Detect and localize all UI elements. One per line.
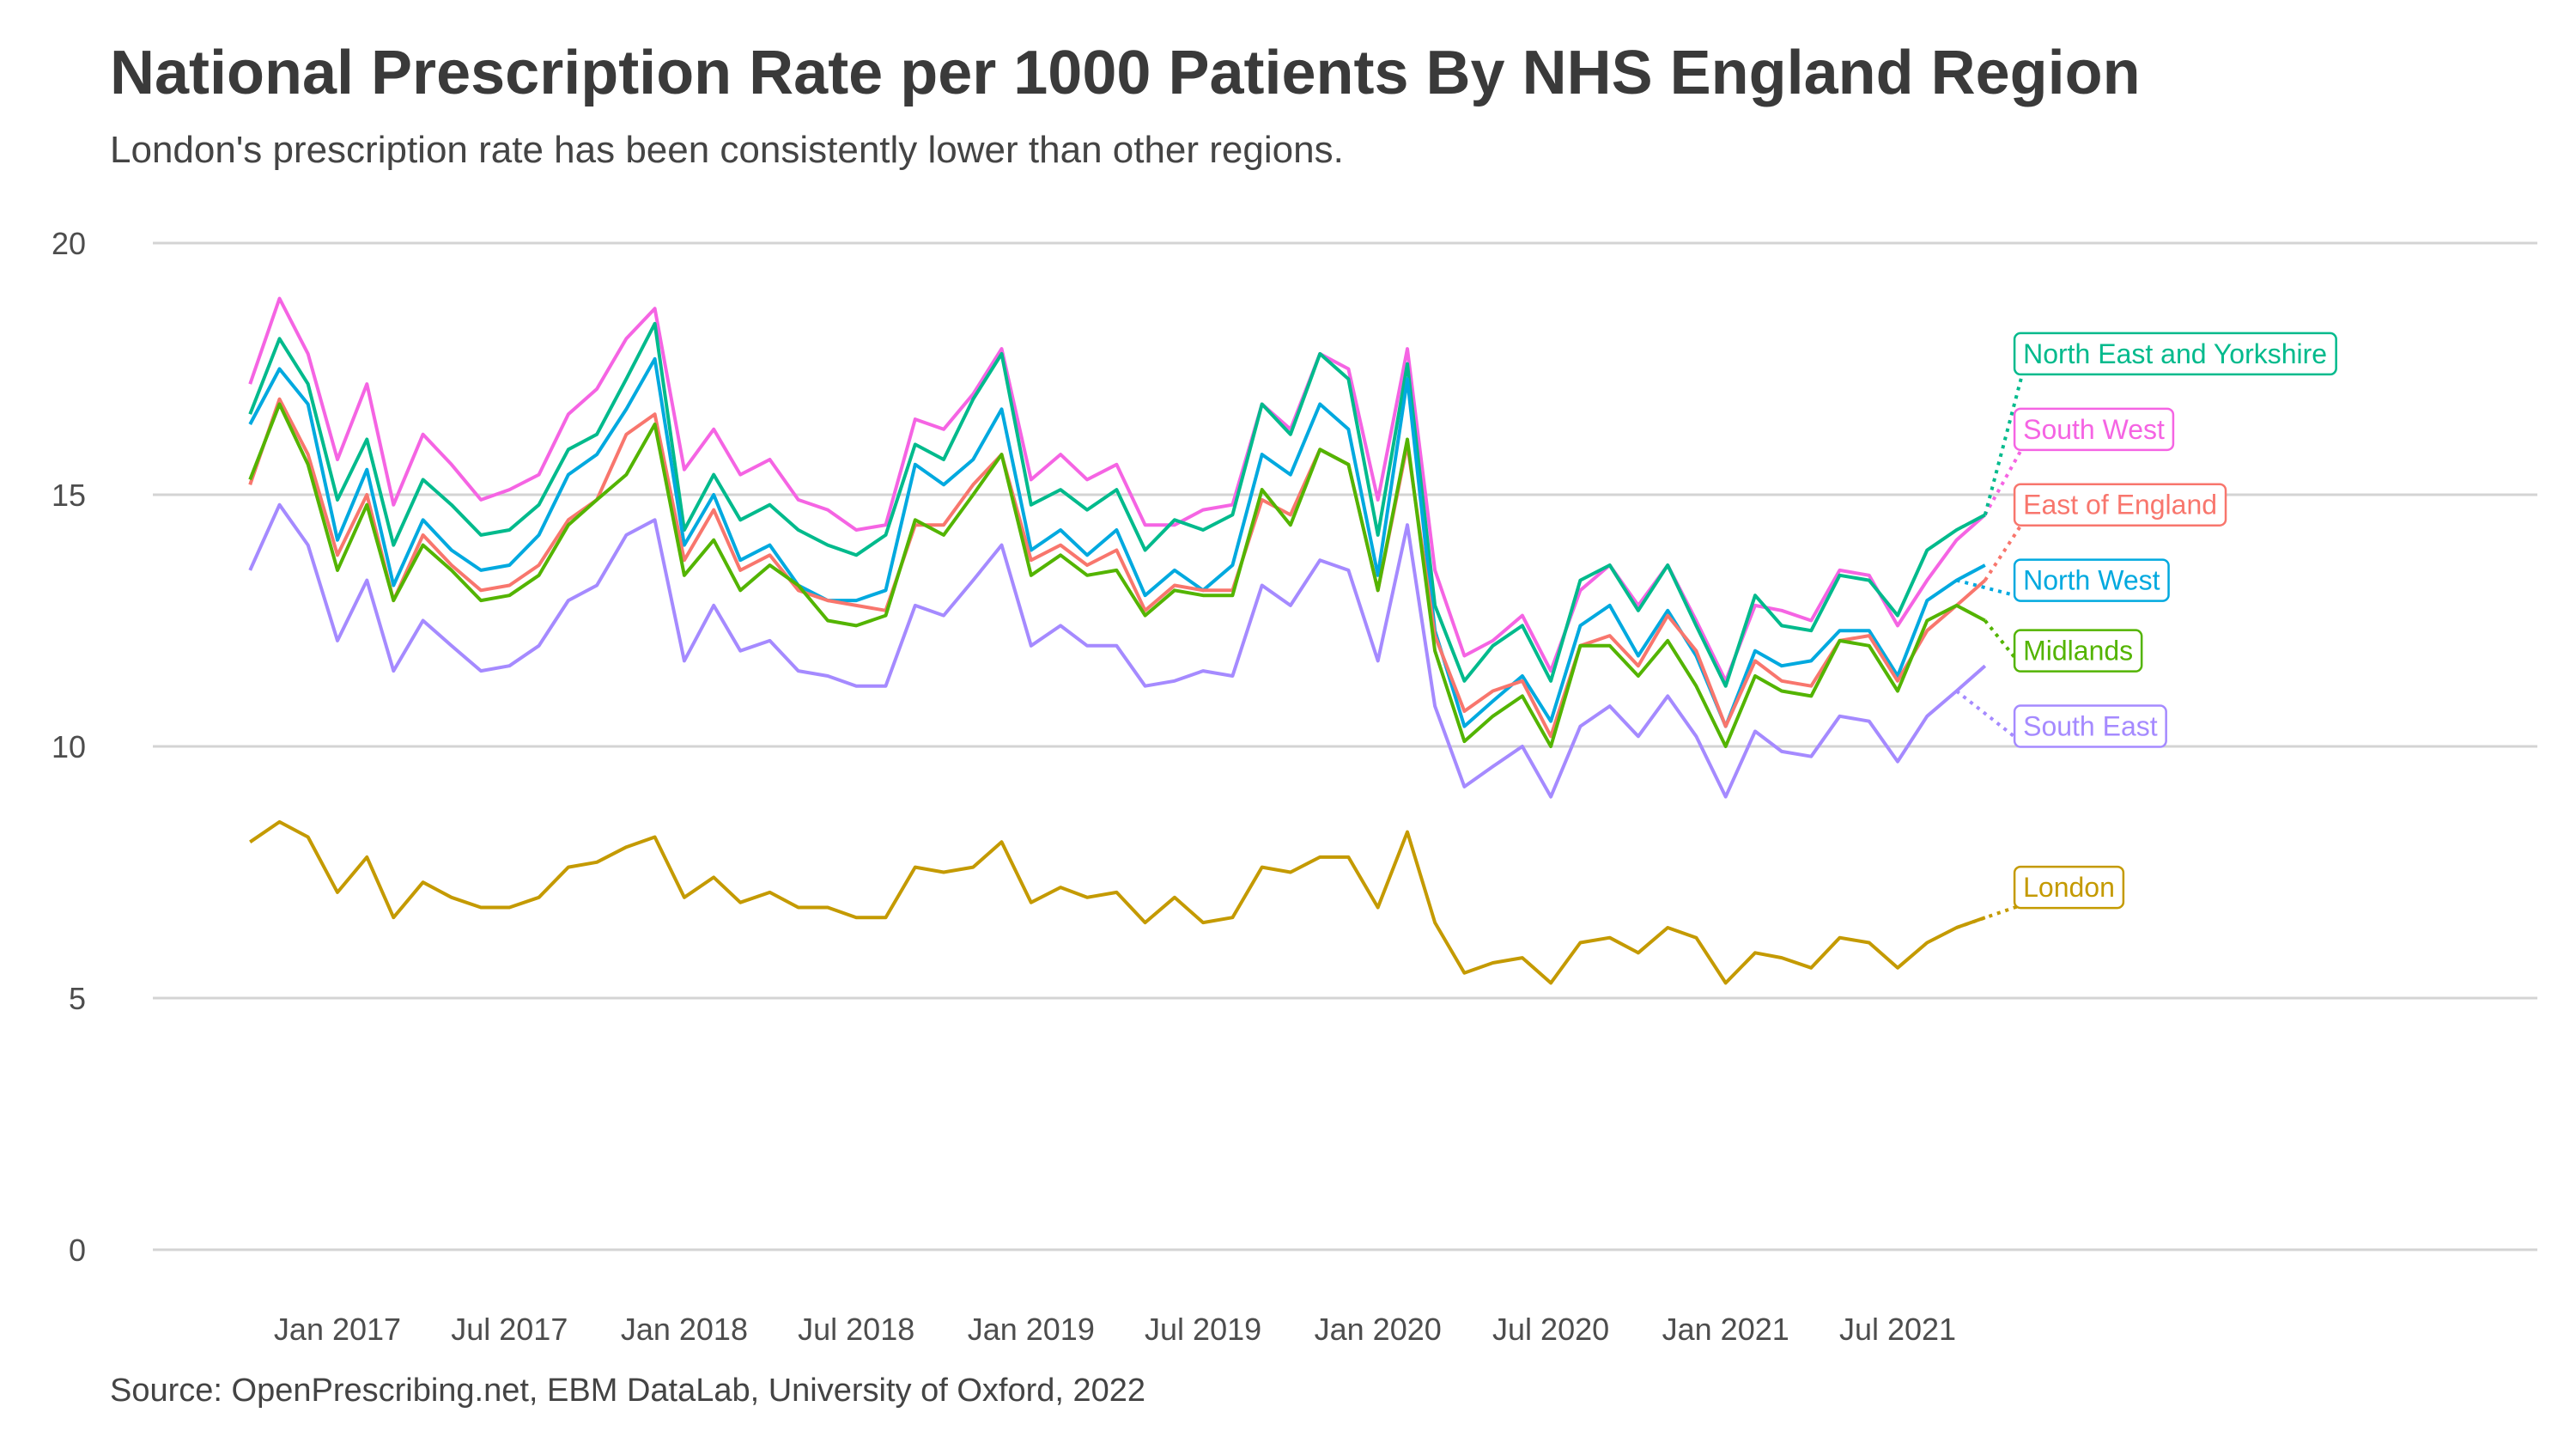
series-label-box [2013,407,2175,452]
series-label: South East [2013,704,2167,748]
chart-caption: Source: OpenPrescribing.net, EBM DataLab… [110,1373,1146,1409]
series-label: North West [2013,558,2170,602]
x-tick-label: Jul 2020 [1492,1312,1609,1347]
series-label: North East and Yorkshire [2013,332,2337,376]
series-label-box [2013,865,2125,910]
series-line [248,356,1986,728]
x-tick-label: Jan 2019 [968,1312,1095,1347]
series-lines [248,296,1987,985]
label-connector [1984,521,2025,581]
y-tick-label: 10 [52,729,86,764]
series-line [249,819,1986,985]
label-connector [1984,619,2025,669]
gridlines [153,241,2537,1251]
x-tick-label: Jul 2019 [1145,1312,1261,1347]
y-tick-label: 20 [52,226,86,261]
label-connectors [1955,370,2026,929]
series-line [248,402,1986,748]
x-tick-label: Jan 2018 [621,1312,748,1347]
series-line [248,296,1987,683]
y-tick-label: 5 [69,981,86,1016]
label-connector [1956,578,2024,600]
x-tick-label: Jul 2018 [798,1312,914,1347]
series-label: London [2013,865,2125,910]
series-label: Midlands [2013,629,2143,673]
series-line [248,502,1987,799]
x-tick-label: Jan 2020 [1315,1312,1442,1347]
y-tick-label: 0 [69,1233,86,1268]
x-tick-label: Jan 2017 [274,1312,401,1347]
series-label-box [2013,704,2167,748]
series-label: East of England [2013,483,2227,527]
series-label-text: North East and Yorkshire [2023,338,2327,369]
x-tick-label: Jul 2017 [451,1312,568,1347]
series-label-text: London [2023,872,2115,903]
series-line [248,321,1986,688]
series-line [248,397,1987,739]
series-label-box [2013,483,2227,527]
chart-subtitle: London's prescription rate has been cons… [110,129,1344,171]
x-axis-ticks: Jan 2017 Jul 2017 Jan 2018 Jul 2018 Jan 2019… [274,1312,1956,1347]
chart-title: National Prescription Rate per 1000 Pati… [110,39,2141,107]
series-label-text: Midlands [2023,636,2133,667]
series-label-box [2013,558,2170,602]
series-label: South West [2013,407,2175,452]
x-tick-label: Jul 2021 [1839,1312,1956,1347]
label-connector [1955,689,2025,746]
y-tick-label: 15 [52,478,86,513]
x-tick-label: Jan 2021 [1662,1312,1789,1347]
series-label-box [2013,332,2337,376]
series-label-text: North West [2023,565,2160,596]
series-label-text: East of England [2023,490,2217,521]
y-axis-ticks: 0 5 10 15 20 [52,226,86,1268]
series-labels: South West North East and Yorkshire North … [2013,332,2337,910]
series-label-text: South East [2023,711,2158,742]
series-label-text: South West [2023,414,2165,445]
series-label-box [2013,629,2143,673]
